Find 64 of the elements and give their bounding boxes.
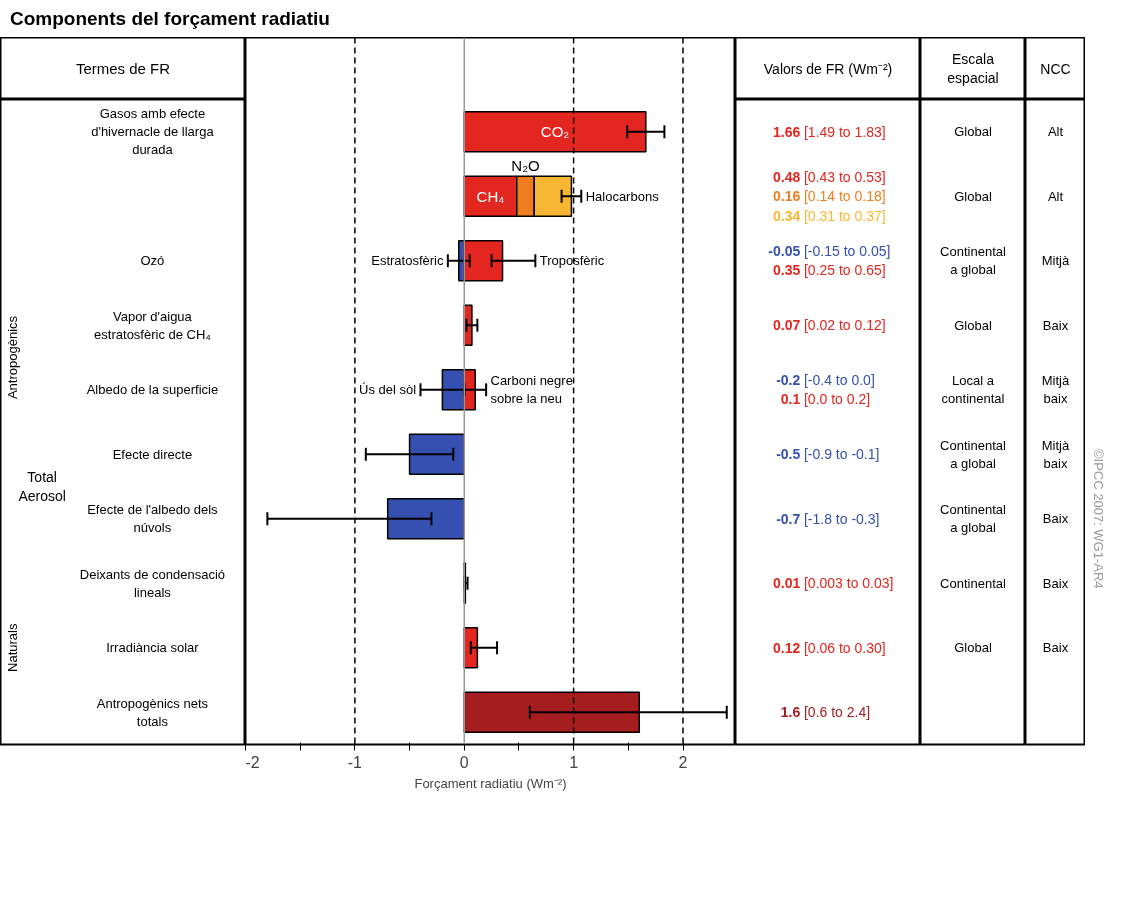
text: -0.7 [-1.8 to -0.3] [776,510,880,527]
text: Alt [1047,188,1064,204]
category-label: NCC [1040,60,1071,77]
x-tick-label: 2 [678,753,688,771]
text: Ús del sòl [359,382,417,398]
text: Local a continental [941,373,1005,407]
text: Baix [1042,511,1069,527]
series-label: CO₂ [540,123,570,141]
y-tick-label: Vapor d'aigua estratosfèric de CH₄ [94,308,211,342]
text: Troposfèric [539,253,605,269]
text: Baix [1042,575,1069,591]
text: 0.01 [0.003 to 0.03] [773,575,894,592]
x-tick-label: 0 [459,753,469,771]
text: Global [954,124,992,140]
x-tick-label: -1 [347,753,363,771]
y-tick-label: Gasos amb efecte d'hivernacle de llarga durada [91,106,215,158]
text: 0.48 [0.43 to 0.53] [773,169,886,186]
text: Baix [1042,317,1069,333]
x-tick-label: -2 [245,753,260,771]
y-tick-label: Efecte directe [112,446,193,462]
text: Global [954,188,992,204]
category-label: Escala espacial [947,51,999,87]
text: Continental [940,575,1006,591]
y-tick-label: Antropogènics nets totals [96,695,209,729]
text: Total Aerosol [18,469,66,505]
text: 0.16 [0.14 to 0.18] [773,188,886,205]
text: 0.35 [0.25 to 0.65] [773,262,886,279]
text: Naturals [5,623,21,673]
text: Global [954,640,992,656]
text: Global [954,317,992,333]
series-label: CH₄ [476,187,505,205]
category-label: Valors de FR (Wm⁻²) [763,60,893,77]
text: -0.2 [-0.4 to 0.0] [776,372,875,389]
chart-title: Components del forçament radiatiu [10,7,330,31]
text: Baix [1042,640,1069,656]
x-tick-label: 1 [569,753,579,771]
series-label: Estratosfèric [371,253,444,269]
text: 1.6 [0.6 to 2.4] [780,704,871,721]
text: Termes de FR [75,60,171,78]
y-tick-label: Albedo de la superficie [86,382,219,398]
text: 0.1 [0.0 to 0.2] [780,391,871,408]
series-label: Carboni negre sobre la neu [490,373,573,407]
text: Continental a global [940,502,1006,536]
text: Mitjà baix [1041,373,1070,407]
text: -0.5 [-0.9 to -0.1] [776,446,880,463]
y-tick-label: Deixants de condensació lineals [79,566,226,600]
text: ©IPCC 2007: WG1-AR4 [1090,449,1106,589]
text: Continental a global [940,437,1006,471]
series-label: Halocarbons [585,188,660,204]
text: Alt [1047,124,1064,140]
text: Antropogènics [5,315,21,400]
y-tick-label: Efecte de l'albedo dels núvols [87,502,219,536]
text: Mitjà [1041,253,1070,269]
text: -0.05 [-0.15 to 0.05] [768,243,891,260]
y-tick-label: Ozó [140,253,165,269]
text: Continental a global [940,244,1006,278]
text: 0.07 [0.02 to 0.12] [773,317,886,334]
series-label: N₂O [511,156,540,174]
text: 0.34 [0.31 to 0.37] [773,207,886,224]
text: 1.66 [1.49 to 1.83] [773,123,886,140]
text: 0.12 [0.06 to 0.30] [773,639,886,656]
x-axis-title: Forçament radiatiu (Wm⁻²) [414,775,567,791]
y-tick-label: Irradiància solar [106,640,200,656]
text: Mitjà baix [1041,437,1070,471]
